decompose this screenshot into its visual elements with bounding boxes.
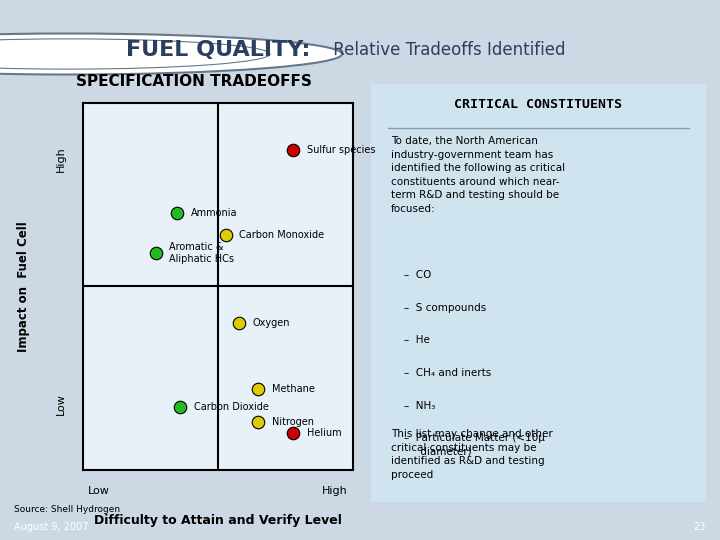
Text: SPECIFICATION TRADEOFFS: SPECIFICATION TRADEOFFS (76, 74, 312, 89)
Text: Carbon Monoxide: Carbon Monoxide (240, 230, 325, 240)
Text: –  CO: – CO (405, 270, 432, 280)
FancyBboxPatch shape (364, 75, 712, 515)
Text: 23: 23 (693, 522, 706, 531)
Text: Methane: Methane (272, 384, 315, 394)
Text: CRITICAL CONSTITUENTS: CRITICAL CONSTITUENTS (454, 98, 622, 111)
Text: –  Particulate Matter (<10μ
     diameter): – Particulate Matter (<10μ diameter) (405, 433, 545, 456)
Text: Source: Shell Hydrogen: Source: Shell Hydrogen (14, 505, 120, 514)
Text: Impact on  Fuel Cell: Impact on Fuel Cell (17, 221, 30, 352)
Text: Carbon Dioxide: Carbon Dioxide (194, 402, 269, 413)
Text: FUEL QUALITY:: FUEL QUALITY: (126, 40, 310, 60)
Text: Low: Low (56, 393, 66, 415)
Text: Difficulty to Attain and Verify Level: Difficulty to Attain and Verify Level (94, 514, 342, 527)
Text: Oxygen: Oxygen (253, 318, 290, 328)
Text: –  He: – He (405, 335, 430, 345)
Text: –  S compounds: – S compounds (405, 302, 487, 313)
Text: To date, the North American
industry-government team has
identified the followin: To date, the North American industry-gov… (391, 136, 565, 214)
Text: Relative Tradeoffs Identified: Relative Tradeoffs Identified (328, 41, 565, 59)
Text: This list may change and other
critical constituents may be
identified as R&D an: This list may change and other critical … (391, 429, 553, 480)
Text: Ammonia: Ammonia (191, 208, 238, 218)
Text: High: High (56, 147, 66, 172)
Text: Helium: Helium (307, 428, 341, 438)
Text: High: High (322, 487, 348, 496)
Text: August 9, 2007: August 9, 2007 (14, 522, 89, 531)
Circle shape (0, 33, 342, 75)
Text: Aromatic &
Aliphatic HCs: Aromatic & Aliphatic HCs (169, 242, 234, 264)
Text: Low: Low (89, 487, 110, 496)
Text: –  CH₄ and inerts: – CH₄ and inerts (405, 368, 492, 378)
Text: Sulfur species: Sulfur species (307, 145, 375, 156)
Text: Nitrogen: Nitrogen (272, 417, 314, 427)
Text: –  NH₃: – NH₃ (405, 401, 436, 410)
